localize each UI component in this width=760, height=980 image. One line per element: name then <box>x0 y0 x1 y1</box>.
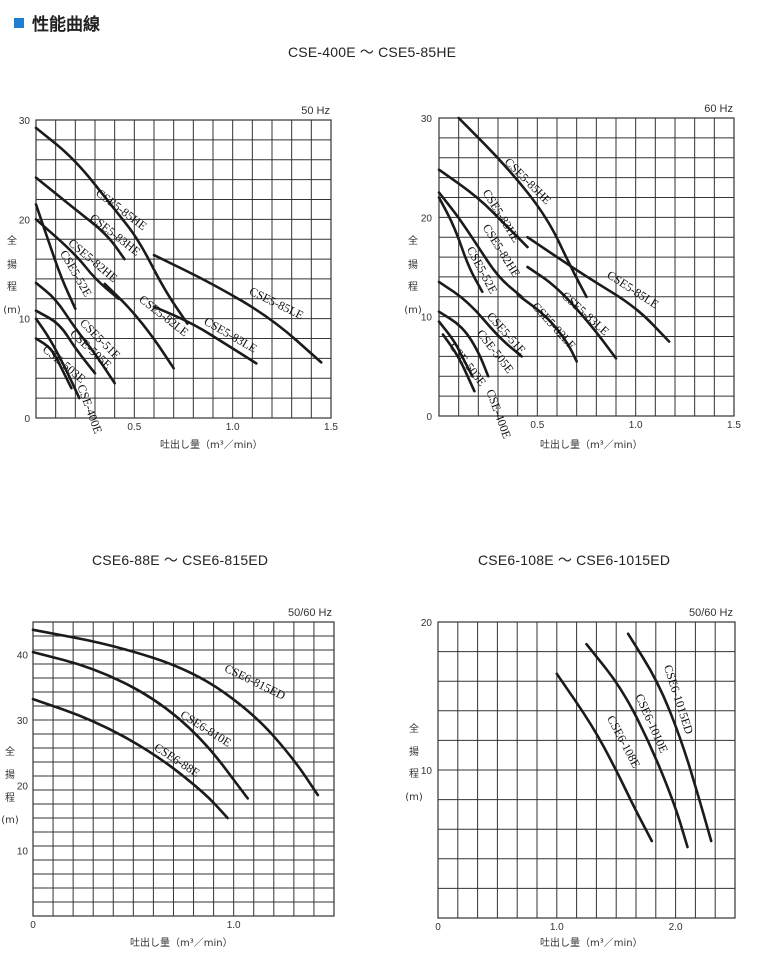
top-range-title: CSE-400E ～ CSE5-85HE <box>288 44 457 60</box>
section-title-text: 性能曲線 <box>32 15 100 34</box>
curve-cse5-82he <box>34 218 120 301</box>
curve-label: CSE5-85LE <box>605 268 662 312</box>
y-axis-label: (m) <box>3 305 21 316</box>
curve-cse6-815ed <box>31 628 320 797</box>
y-axis-label: 全 <box>5 745 15 758</box>
x-axis-label: 吐出し量（m³／min） <box>540 438 643 451</box>
curve-cse6-1015ed <box>626 632 713 843</box>
curve-cse5-51e <box>34 281 116 385</box>
chart-grid <box>438 622 735 918</box>
x-tick-label: 0.5 <box>127 422 141 433</box>
x-tick-label: 0 <box>30 920 36 931</box>
y-tick-label: 20 <box>19 215 31 226</box>
chart4-title: CSE6-108E ～ CSE6-1015ED <box>478 552 671 568</box>
chart-frame <box>438 117 735 417</box>
y-axis-label: 全 <box>7 234 17 247</box>
curve-cse6-1010e <box>585 642 689 849</box>
y-axis-label: 揚 <box>5 768 15 781</box>
y-tick-label: 40 <box>17 651 29 662</box>
x-tick-label: 1.5 <box>727 420 741 431</box>
y-axis-label: 揚 <box>409 745 419 758</box>
y-axis-label: (m) <box>405 792 423 803</box>
y-tick-label: 20 <box>421 213 433 224</box>
y-axis-label: (m) <box>1 815 19 826</box>
y-axis-label: 全 <box>409 722 419 735</box>
chart3-title: CSE6-88E ～ CSE6-815ED <box>92 552 269 568</box>
frequency-label: 50/60 Hz <box>689 607 733 619</box>
curve-cse5-52e <box>437 196 484 294</box>
chart-1: 50 Hz 0.5 1.0 1.5 0 10 20 30 吐出し量（m³／min） 全揚程 (m) C… <box>3 105 338 451</box>
y-tick-label: 10 <box>17 847 29 858</box>
x-axis-label: 吐出し量（m³／min） <box>540 936 643 949</box>
chart-frame <box>35 119 332 419</box>
curve-cse5-83he <box>437 168 529 249</box>
curve-cse6-108e <box>555 672 654 843</box>
y-tick-label: 0 <box>24 414 30 425</box>
x-tick-label: 1.5 <box>324 422 338 433</box>
curve-cse6-810e <box>31 650 249 800</box>
curve-label: CSE5-85LE <box>247 284 306 322</box>
x-tick-label: 1.0 <box>629 420 643 431</box>
y-axis-label: 揚 <box>408 258 418 271</box>
x-tick-label: 1.0 <box>226 422 240 433</box>
y-axis-label: 全 <box>408 234 418 247</box>
curve-cse5-83he <box>34 176 126 261</box>
curve-cse5-82le <box>516 293 578 363</box>
y-tick-label: 10 <box>421 313 433 324</box>
curve-cse6-88e <box>31 697 229 820</box>
curve-cse5-52e <box>34 203 77 310</box>
y-axis-label: 揚 <box>7 258 17 271</box>
curve-cse-505e <box>437 310 490 378</box>
x-axis-label: 吐出し量（m³／min） <box>130 936 233 949</box>
chart-3: 50/60 Hz 0 1.0 10 20 30 40 吐出し量（m³／min） 全揚程 (m) CS… <box>1 607 335 949</box>
frequency-label: 50 Hz <box>301 105 330 117</box>
y-tick-label: 10 <box>421 766 433 777</box>
y-tick-label: 30 <box>421 114 433 125</box>
curve-cse5-85le <box>526 235 671 343</box>
curve-cse5-51e <box>437 280 523 358</box>
x-tick-label: 0.5 <box>530 420 544 431</box>
x-tick-label: 1.0 <box>550 922 564 933</box>
curve-label: CSE-400E <box>74 382 105 435</box>
curve-cse5-83le <box>152 305 258 365</box>
y-tick-label: 30 <box>17 716 29 727</box>
curve-label: CSE6-815ED <box>222 661 288 703</box>
curve-cse-503e <box>437 320 474 378</box>
curve-cse5-82le <box>103 282 175 370</box>
section-title: 性能曲線 <box>14 10 100 35</box>
curve-cse-400e <box>441 333 476 393</box>
curve-cse-505e <box>34 309 97 375</box>
curve-cse5-85he <box>34 126 189 325</box>
frequency-label: 50/60 Hz <box>288 607 332 619</box>
y-axis-label: 程 <box>7 281 17 293</box>
chart-2: 60 Hz 0.5 1.0 1.5 0 10 20 30 吐出し量（m³／min） 全揚程 (m) C… <box>404 103 741 451</box>
y-axis-label: 程 <box>408 281 418 293</box>
chart-frame <box>32 621 335 917</box>
curve-cse5-83le <box>526 265 618 360</box>
chart-4: 50/60 Hz0 1.0 2.01020吐出し量（m³／min）全揚程(m)CSE… <box>405 607 736 949</box>
curve-label: CSE6-88E <box>152 740 203 780</box>
y-tick-label: 20 <box>17 781 29 792</box>
section-marker-icon <box>14 17 24 28</box>
curve-label: CSE5-85HE <box>502 155 554 207</box>
curve-cse-400e <box>34 317 81 400</box>
x-tick-label: 2.0 <box>669 922 683 933</box>
y-tick-label: 0 <box>426 412 432 423</box>
y-axis-label: 程 <box>409 768 419 780</box>
x-tick-label: 0 <box>435 922 441 933</box>
curve-cse5-85le <box>152 253 323 364</box>
y-tick-label: 30 <box>19 116 31 127</box>
frequency-label: 60 Hz <box>704 103 733 115</box>
curve-label: CSE-400E <box>483 387 514 440</box>
y-axis-label: (m) <box>404 305 422 316</box>
x-tick-label: 1.0 <box>227 920 241 931</box>
chart-frame <box>437 621 736 919</box>
curve-cse5-82he <box>437 191 523 299</box>
y-tick-label: 10 <box>19 315 31 326</box>
y-tick-label: 20 <box>421 618 433 629</box>
y-axis-label: 程 <box>5 792 15 804</box>
x-axis-label: 吐出し量（m³／min） <box>160 438 263 451</box>
curve-cse-503e <box>34 337 73 390</box>
